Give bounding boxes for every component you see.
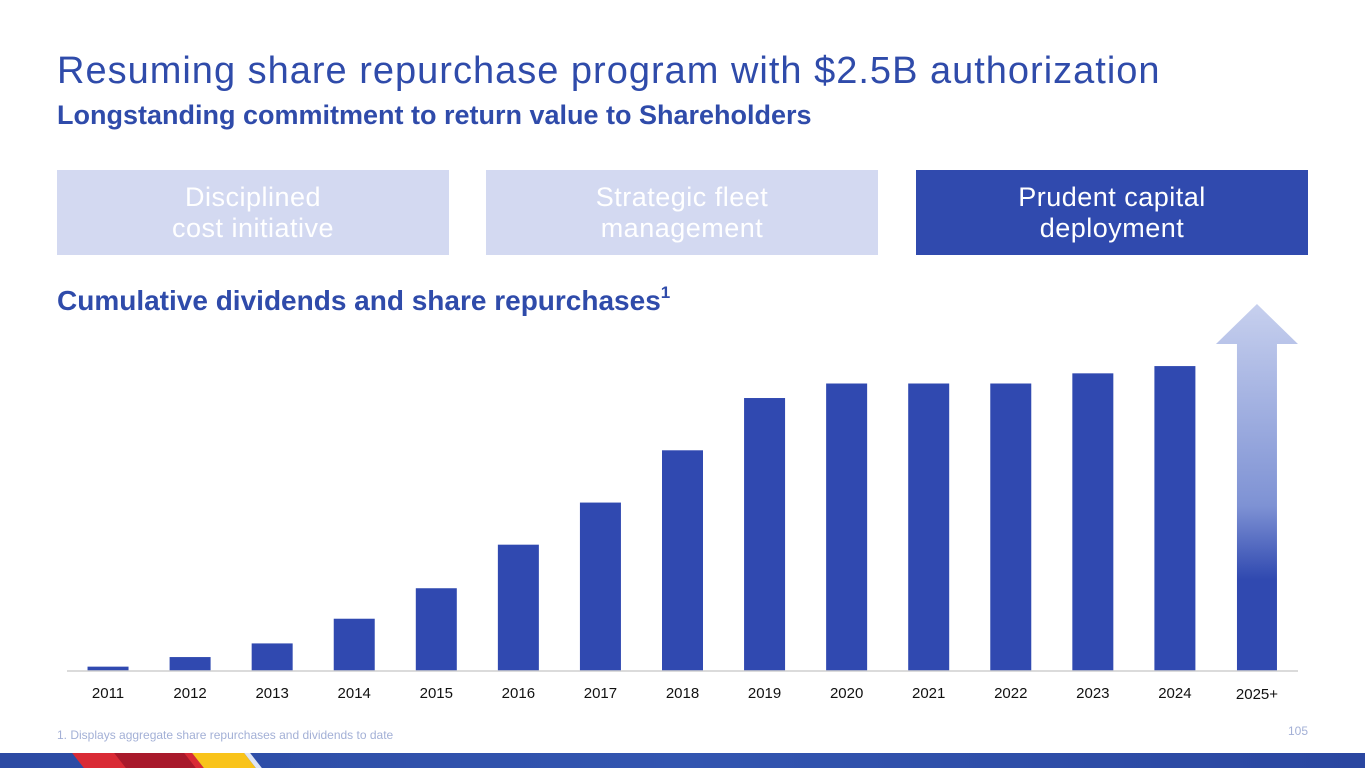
x-tick-label-2024: 2024 bbox=[1158, 685, 1191, 702]
brand-stripe-dark-red bbox=[114, 753, 196, 768]
pillar-fleet-management: Strategic fleet management bbox=[486, 170, 878, 255]
chart-bars bbox=[87, 366, 1196, 671]
page-number: 105 bbox=[1287, 724, 1308, 738]
x-tick-label-2015: 2015 bbox=[420, 685, 453, 702]
x-tick-label-2022: 2022 bbox=[994, 685, 1027, 702]
x-tick-label-2014: 2014 bbox=[338, 685, 371, 702]
x-tick-label-2013: 2013 bbox=[255, 685, 288, 702]
footnote: 1. Displays aggregate share repurchases … bbox=[57, 728, 394, 742]
bar-2024 bbox=[1154, 366, 1196, 671]
x-tick-label-2017: 2017 bbox=[584, 685, 617, 702]
brand-stripe-footer bbox=[0, 753, 1365, 768]
bar-2014 bbox=[333, 618, 375, 671]
bar-2017 bbox=[579, 502, 621, 671]
x-tick-label-2016: 2016 bbox=[502, 685, 535, 702]
bar-2016 bbox=[497, 544, 539, 671]
growth-arrow-icon bbox=[1215, 304, 1298, 671]
x-tick-label-2021: 2021 bbox=[912, 685, 945, 702]
x-tick-label-2012: 2012 bbox=[173, 685, 206, 702]
pillar-capital-deployment: Prudent capital deployment bbox=[916, 170, 1308, 255]
chart-title-footnote-marker: 1 bbox=[660, 283, 671, 302]
x-tick-label-2023: 2023 bbox=[1076, 685, 1109, 702]
bar-2020 bbox=[826, 383, 868, 671]
bar-2018 bbox=[662, 450, 703, 671]
x-tick-label-2011: 2011 bbox=[92, 685, 124, 702]
bar-2012 bbox=[169, 657, 211, 671]
x-tick-label-projection: 2025+ bbox=[1236, 686, 1278, 703]
bar-2021 bbox=[908, 383, 950, 671]
bar-2022 bbox=[990, 383, 1032, 671]
bar-2019 bbox=[744, 398, 786, 671]
x-tick-label-2020: 2020 bbox=[830, 685, 863, 702]
bar-2013 bbox=[251, 643, 293, 671]
bar-2015 bbox=[415, 588, 457, 671]
chart-x-tick-labels: 2011 2012 2013 2014 2015 2016 2017 2018 2019 2020… bbox=[92, 685, 1278, 703]
x-tick-label-2019: 2019 bbox=[748, 685, 781, 702]
chart-title-text: Cumulative dividends and share repurchas… bbox=[57, 285, 661, 316]
x-tick-label-2018: 2018 bbox=[666, 685, 699, 702]
chart-title: Cumulative dividends and share repurchas… bbox=[57, 283, 670, 317]
pillar-cost-initiative: Disciplined cost initiative bbox=[57, 170, 449, 255]
slide-title: Resuming share repurchase program with $… bbox=[57, 50, 1161, 92]
slide-subtitle: Longstanding commitment to return value … bbox=[57, 100, 812, 130]
bar-2011 bbox=[87, 666, 129, 671]
bar-2023 bbox=[1072, 373, 1114, 671]
